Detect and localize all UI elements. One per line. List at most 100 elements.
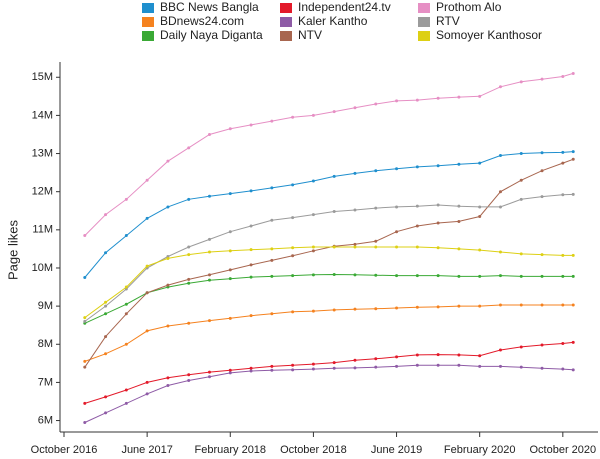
data-point: [291, 368, 295, 372]
data-point: [124, 388, 128, 392]
x-tick-label: June 2019: [371, 444, 422, 456]
data-point: [374, 245, 378, 249]
data-point: [571, 340, 575, 344]
y-tick-label: 10M: [32, 262, 53, 274]
data-point: [395, 230, 399, 234]
data-point: [353, 366, 357, 370]
data-point: [311, 362, 315, 366]
y-tick-label: 14M: [32, 109, 53, 121]
data-point: [249, 248, 253, 252]
data-point: [187, 245, 191, 249]
x-tick-label: February 2020: [444, 444, 516, 456]
y-axis-label: Page likes: [5, 220, 20, 280]
data-point: [457, 304, 461, 308]
data-point: [540, 169, 544, 173]
data-point: [498, 364, 502, 368]
data-point: [519, 152, 523, 156]
data-point: [104, 395, 108, 399]
data-point: [104, 411, 108, 415]
data-point: [478, 161, 482, 165]
data-point: [374, 239, 378, 243]
legend-label: Prothom Alo: [436, 0, 502, 14]
x-tick-label: October 2020: [529, 444, 596, 456]
data-point: [311, 249, 315, 253]
data-point: [124, 342, 128, 346]
data-point: [571, 71, 575, 75]
data-point: [436, 164, 440, 168]
data-point: [83, 420, 87, 424]
data-point: [478, 205, 482, 209]
data-point: [374, 169, 378, 173]
data-point: [436, 96, 440, 100]
data-point: [353, 208, 357, 212]
data-point: [519, 303, 523, 307]
data-point: [571, 150, 575, 154]
legend-swatch: [418, 3, 430, 13]
data-point: [498, 303, 502, 307]
data-point: [166, 256, 170, 260]
data-point: [457, 274, 461, 278]
data-point: [311, 273, 315, 277]
data-point: [249, 369, 253, 373]
data-point: [457, 363, 461, 367]
data-point: [540, 151, 544, 155]
data-point: [311, 367, 315, 371]
series-line: [84, 193, 574, 322]
data-point: [571, 253, 575, 257]
legend-label: Daily Naya Diganta: [160, 28, 263, 42]
data-point: [291, 363, 295, 367]
data-point: [457, 204, 461, 208]
data-point: [478, 214, 482, 218]
y-tick-label: 8M: [38, 338, 53, 350]
data-point: [291, 310, 295, 314]
data-point: [207, 278, 211, 282]
data-point: [249, 275, 253, 279]
legend-label: BBC News Bangla: [160, 0, 259, 14]
data-point: [436, 353, 440, 357]
data-point: [498, 153, 502, 157]
data-point: [498, 348, 502, 352]
data-point: [540, 77, 544, 81]
data-point: [166, 205, 170, 209]
data-point: [395, 355, 399, 359]
data-point: [519, 252, 523, 256]
data-point: [145, 291, 149, 295]
legend-swatch: [142, 31, 154, 41]
data-point: [415, 165, 419, 169]
data-point: [104, 352, 108, 356]
data-point: [436, 246, 440, 250]
data-point: [540, 195, 544, 199]
data-point: [498, 205, 502, 209]
data-point: [166, 324, 170, 328]
data-point: [374, 357, 378, 361]
legend-swatch: [280, 17, 292, 27]
data-point: [145, 178, 149, 182]
data-point: [415, 224, 419, 228]
data-point: [228, 371, 232, 375]
y-tick-label: 9M: [38, 300, 53, 312]
y-tick-label: 6M: [38, 414, 53, 426]
y-tick-label: 11M: [32, 224, 53, 236]
data-point: [436, 305, 440, 309]
y-tick-label: 13M: [32, 147, 53, 159]
data-point: [270, 368, 274, 372]
data-point: [457, 95, 461, 99]
data-point: [291, 254, 295, 258]
data-point: [104, 213, 108, 217]
data-point: [270, 258, 274, 262]
data-point: [104, 300, 108, 304]
data-point: [415, 204, 419, 208]
data-point: [571, 303, 575, 307]
series-line: [84, 364, 574, 423]
data-point: [395, 245, 399, 249]
data-point: [374, 307, 378, 311]
data-point: [249, 314, 253, 318]
data-point: [478, 94, 482, 98]
data-point: [540, 253, 544, 257]
data-point: [353, 273, 357, 277]
data-point: [145, 264, 149, 268]
legend-swatch: [280, 3, 292, 13]
data-point: [395, 99, 399, 103]
data-point: [332, 110, 336, 114]
